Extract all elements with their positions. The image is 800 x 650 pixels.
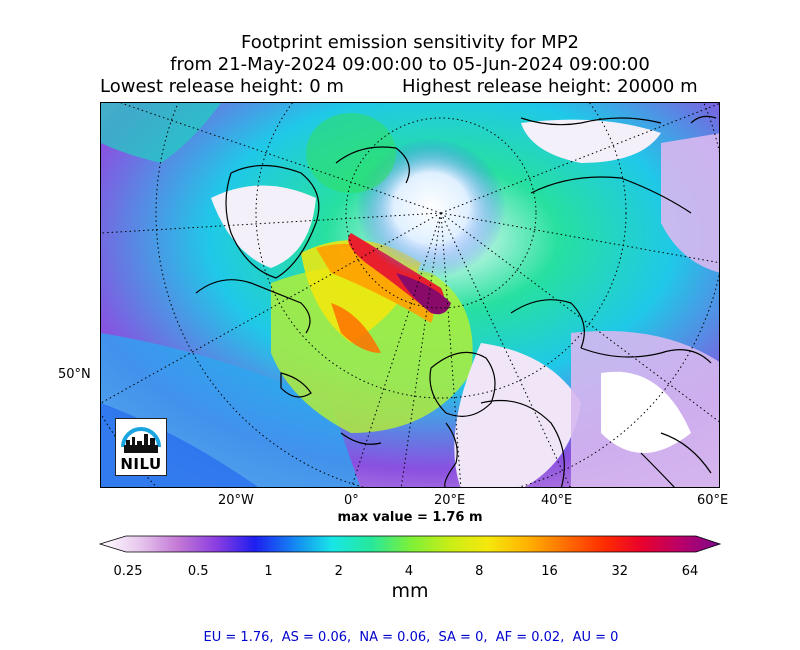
colorbar-tick-label: 32	[611, 564, 629, 579]
eurasia-low	[454, 343, 581, 487]
nilu-logo-icon	[121, 427, 161, 453]
coastlines	[195, 115, 717, 487]
lon-label-60e: 60°E	[697, 493, 729, 508]
region-stats: EU = 1.76, AS = 0.06, NA = 0.06, SA = 0,…	[203, 630, 619, 645]
lon-label-20e: 20°E	[434, 493, 466, 508]
colorbar-tick-label: 8	[475, 564, 484, 579]
plot-date-range: from 21-May-2024 09:00:00 to 05-Jun-2024…	[170, 54, 650, 75]
colorbar-gradient	[98, 535, 722, 553]
lowest-release-height: Lowest release height: 0 m	[100, 76, 344, 97]
colorbar-tick-label: 4	[404, 564, 414, 579]
siberia-low	[521, 119, 661, 163]
nw-region	[101, 103, 221, 163]
asia-white	[601, 371, 691, 453]
max-value-label: max value = 1.76 m	[337, 510, 483, 525]
polar-centre	[356, 138, 506, 278]
plume-orange	[316, 243, 434, 323]
nilu-logo-text: NILU	[120, 455, 162, 473]
colorbar-unit-label: mm	[391, 580, 429, 602]
sensitivity-map	[100, 102, 720, 488]
graticule	[101, 103, 719, 487]
plume-arm-orange	[331, 303, 381, 353]
highest-release-height: Highest release height: 20000 m	[402, 76, 698, 97]
nilu-logo: NILU	[115, 418, 167, 476]
greenland-low	[211, 185, 316, 268]
colorbar-tick-label: 2	[334, 564, 343, 579]
colorbar-tick-label: 16	[541, 564, 558, 579]
colorbar-tick-label: 0.25	[113, 564, 143, 579]
lon-label-40e: 40°E	[541, 493, 573, 508]
lat-label-50n: 50°N	[58, 367, 91, 382]
lon-label-0: 0°	[344, 493, 359, 508]
colorbar	[98, 535, 722, 553]
colorbar-tick-label: 1	[264, 564, 273, 579]
plume-max	[396, 273, 451, 315]
plot-title: Footprint emission sensitivity for MP2	[240, 32, 579, 53]
colorbar-tick-label: 0.5	[187, 564, 209, 579]
ne-region	[661, 133, 719, 273]
colorbar-tick-label: 64	[681, 564, 699, 579]
lon-label-20w: 20°W	[218, 493, 254, 508]
map-canvas	[101, 103, 719, 487]
